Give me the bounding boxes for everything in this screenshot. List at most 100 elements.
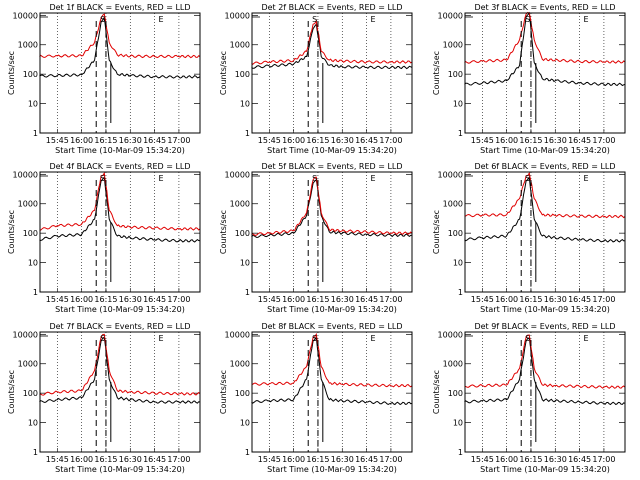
panel-title: Det 2f BLACK = Events, RED = LLD (261, 3, 402, 12)
plot-frame (464, 331, 626, 453)
y-tick-label: 10000 (438, 11, 463, 20)
y-tick-label: 1 (458, 129, 463, 138)
x-tick-label: 16:30 (119, 295, 142, 304)
x-tick-label: 16:30 (544, 136, 567, 145)
x-tick-label: 16:45 (355, 136, 378, 145)
x-tick-label: 16:00 (70, 455, 93, 464)
series-events (464, 175, 626, 243)
x-tick-label: 16:00 (282, 295, 305, 304)
series-lld (464, 171, 626, 219)
x-tick-label: 16:15 (306, 295, 329, 304)
y-tick-label: 1000 (230, 360, 250, 369)
end-marker-label: E (159, 15, 164, 24)
x-tick-label: 17:00 (167, 295, 190, 304)
x-axis-label: Start Time (10-Mar-09 15:34:20) (55, 305, 185, 314)
y-tick-label: 1000 (18, 360, 38, 369)
y-tick-label: 1000 (230, 200, 250, 209)
x-tick-label: 16:45 (568, 295, 591, 304)
plot-frame (464, 12, 626, 134)
x-tick-label: 16:45 (568, 455, 591, 464)
x-tick-label: 16:30 (544, 455, 567, 464)
x-tick-label: 17:00 (379, 455, 402, 464)
series-lld (39, 333, 201, 396)
y-axis-label: Counts/sec (432, 51, 441, 95)
panel-title: Det 9f BLACK = Events, RED = LLD (474, 322, 615, 331)
y-tick-label: 100 (235, 70, 250, 79)
series-events (251, 335, 413, 406)
series-events (464, 337, 626, 406)
y-tick-label: 1 (458, 448, 463, 457)
x-tick-label: 17:00 (167, 136, 190, 145)
y-tick-label: 1 (33, 288, 38, 297)
x-tick-label: 17:00 (592, 455, 615, 464)
series-events (464, 11, 626, 87)
x-axis-label: Start Time (10-Mar-09 15:34:20) (267, 305, 397, 314)
y-tick-label: 1 (245, 448, 250, 457)
x-axis-label: Start Time (10-Mar-09 15:34:20) (480, 465, 610, 474)
series-events (251, 22, 413, 70)
end-marker-label: E (159, 334, 164, 343)
y-tick-label: 1000 (443, 41, 463, 50)
y-axis-label: Counts/sec (7, 370, 16, 414)
x-tick-label: 15:45 (258, 136, 281, 145)
x-tick-label: 16:00 (282, 455, 305, 464)
series-lld (39, 13, 201, 59)
y-tick-label: 100 (235, 389, 250, 398)
x-tick-label: 15:45 (46, 136, 69, 145)
y-tick-label: 1 (33, 129, 38, 138)
plot-frame (251, 331, 413, 453)
y-tick-label: 1000 (18, 41, 38, 50)
series-lld (464, 334, 626, 389)
y-tick-label: 1000 (443, 360, 463, 369)
y-tick-label: 10000 (438, 330, 463, 339)
y-tick-label: 10000 (225, 330, 250, 339)
y-tick-label: 1 (458, 288, 463, 297)
x-tick-label: 16:45 (143, 455, 166, 464)
panel-title: Det 7f BLACK = Events, RED = LLD (49, 322, 190, 331)
y-tick-label: 100 (448, 70, 463, 79)
panel-title: Det 1f BLACK = Events, RED = LLD (49, 3, 190, 12)
x-tick-label: 15:45 (471, 455, 494, 464)
x-tick-label: 16:30 (331, 455, 354, 464)
series-lld (251, 19, 413, 65)
y-axis-label: Counts/sec (432, 210, 441, 254)
panel-title: Det 5f BLACK = Events, RED = LLD (261, 162, 402, 171)
series-lld (251, 176, 413, 236)
x-tick-label: 16:15 (94, 136, 117, 145)
start-marker-label: S (100, 174, 105, 183)
plot-frame (251, 12, 413, 134)
y-axis-label: Counts/sec (219, 370, 228, 414)
x-tick-label: 16:15 (306, 136, 329, 145)
x-tick-label: 16:30 (119, 455, 142, 464)
panel-title: Det 8f BLACK = Events, RED = LLD (261, 322, 402, 331)
end-marker-label: E (371, 15, 376, 24)
x-tick-label: 16:30 (544, 295, 567, 304)
y-tick-label: 10 (28, 259, 38, 268)
y-tick-label: 100 (23, 70, 38, 79)
panel-2: Det 2f BLACK = Events, RED = LLD 15:45 16:… (219, 3, 413, 155)
y-tick-label: 10000 (13, 170, 38, 179)
panel-1: Det 1f BLACK = Events, RED = LLD 15:45 16:… (7, 3, 201, 155)
series-lld (464, 11, 626, 64)
y-tick-label: 10 (240, 100, 250, 109)
start-marker-label: S (312, 334, 317, 343)
start-marker-label: S (525, 174, 530, 183)
x-tick-label: 16:00 (495, 455, 518, 464)
y-axis-label: Counts/sec (7, 51, 16, 95)
y-tick-label: 10 (453, 259, 463, 268)
end-marker-label: E (584, 334, 589, 343)
x-tick-label: 16:15 (519, 295, 542, 304)
start-marker-label: S (525, 15, 530, 24)
x-tick-label: 17:00 (379, 136, 402, 145)
x-tick-label: 15:45 (471, 136, 494, 145)
panel-title: Det 6f BLACK = Events, RED = LLD (474, 162, 615, 171)
y-tick-label: 10 (453, 100, 463, 109)
y-tick-label: 1 (33, 448, 38, 457)
y-axis-label: Counts/sec (219, 51, 228, 95)
x-axis-label: Start Time (10-Mar-09 15:34:20) (55, 465, 185, 474)
y-axis-label: Counts/sec (7, 210, 16, 254)
x-tick-label: 16:45 (568, 136, 591, 145)
